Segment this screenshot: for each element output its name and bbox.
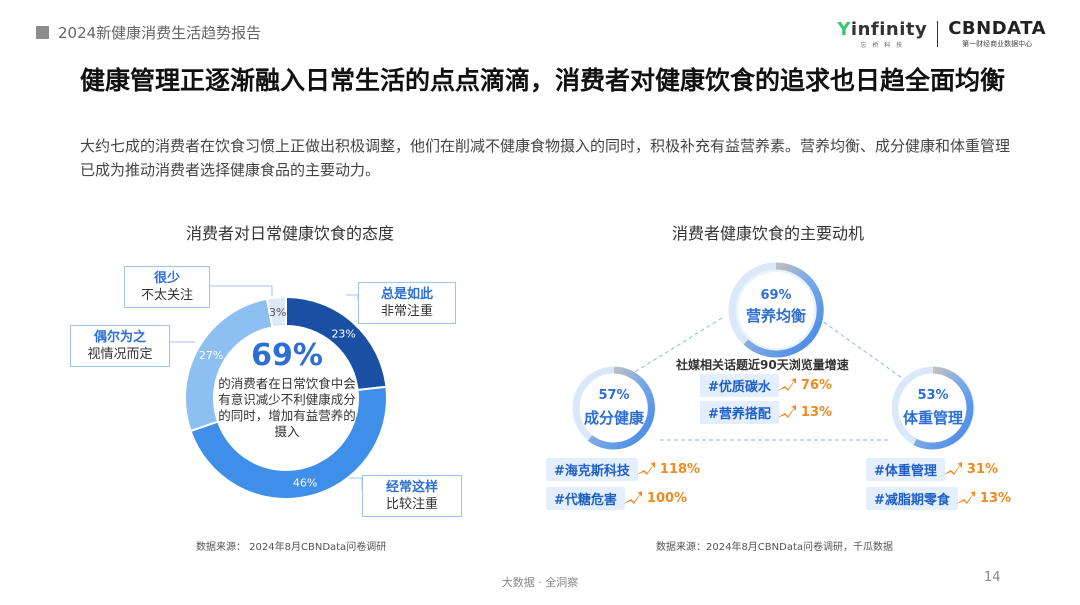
callout-rarely-weak: 不太关注 <box>140 288 193 303</box>
circle-right <box>891 366 975 450</box>
tag-l1-name: #海克斯科技 <box>546 457 638 481</box>
donut-slice-often <box>189 385 388 500</box>
page-subtitle: 大约七成的消费者在饮食习惯上正做出积极调整，他们在削减不健康食物摄入的同时，积极… <box>80 137 1011 179</box>
donut-center-text: 的消费者在日常饮食中会有意识减少不利健康成分的同时，增加有益营养的摄入 <box>218 376 356 439</box>
tag-t2-pct: 13% <box>800 404 833 420</box>
trend-up-icon <box>955 491 975 504</box>
tag-r1-pct: 31% <box>966 461 999 477</box>
tag-r2-pct: 13% <box>979 490 1012 506</box>
tag-t2-name: #营养搭配 <box>700 400 779 424</box>
callout-always-strong: 总是如此 <box>380 287 433 302</box>
tag-r2: #减脂期零食 13% <box>866 486 1012 510</box>
trend-up-icon <box>622 491 642 504</box>
circle-top-name: 营养均衡 <box>745 307 806 325</box>
circle-left-arc <box>587 366 655 450</box>
tag-t2: #营养搭配 13% <box>700 400 833 424</box>
infinity-logo-sub: 忘 桥 科 技 <box>860 41 905 49</box>
tag-r2-name: #减脂期零食 <box>866 486 958 510</box>
tag-l2-name: #代糖危害 <box>546 486 625 510</box>
circle-right-arc <box>913 366 974 450</box>
tag-t1: #优质碳水 76% <box>700 373 833 397</box>
circle-top <box>728 262 824 358</box>
callout-rarely: 很少 不太关注 <box>124 266 210 308</box>
tag-l2-pct: 100% <box>646 490 688 506</box>
infinity-logo: Yinfinity 忘 桥 科 技 <box>837 18 928 49</box>
header-square-icon <box>36 26 49 39</box>
trend-up-icon <box>942 462 962 475</box>
cbndata-logo-sub: 第一财经商业数据中心 <box>962 40 1033 48</box>
report-title: 2024新健康消费生活趋势报告 <box>58 24 262 42</box>
trend-up-icon <box>776 378 796 391</box>
center-metric-label: 社媒相关话题近90天浏览量增速 <box>676 358 849 372</box>
tag-t1-name: #优质碳水 <box>700 373 779 397</box>
logo-divider <box>937 20 939 47</box>
circle-top-arc <box>743 262 824 358</box>
right-source: 数据来源：2024年8月CBNData问卷调研，千瓜数据 <box>656 542 894 553</box>
donut-label-often: 46% <box>293 476 317 489</box>
circle-left <box>572 366 656 450</box>
tag-r1: #体重管理 31% <box>866 457 999 481</box>
donut-label-always: 23% <box>331 328 355 341</box>
cbndata-logo-text: CBNDATA <box>948 18 1046 39</box>
circle-top-pct: 69% <box>760 288 792 303</box>
dash-top-left <box>624 317 723 379</box>
donut-label-sometimes: 27% <box>199 349 223 362</box>
donut-center-value: 69% <box>251 338 323 373</box>
callout-sometimes-strong: 偶尔为之 <box>93 330 146 345</box>
left-chart-title: 消费者对日常健康饮食的态度 <box>186 224 395 243</box>
footer-tagline: 大数据 · 全洞察 <box>501 576 579 589</box>
donut-label-rarely: 3% <box>269 306 286 319</box>
callout-often-strong: 经常这样 <box>385 480 438 495</box>
tag-l1-pct: 118% <box>659 461 701 477</box>
callout-often-weak: 比较注重 <box>385 497 438 512</box>
circle-right-name: 体重管理 <box>902 409 963 427</box>
tag-t1-pct: 76% <box>800 377 833 393</box>
logo-group: Yinfinity 忘 桥 科 技 CBNDATA 第一财经商业数据中心 <box>837 18 1046 49</box>
circle-left-pct: 57% <box>598 388 630 403</box>
trend-up-icon <box>776 405 796 418</box>
callout-rarely-strong: 很少 <box>153 271 180 286</box>
cbndata-logo: CBNDATA 第一财经商业数据中心 <box>948 18 1046 49</box>
left-source: 数据来源： 2024年8月CBNData问卷调研 <box>196 542 387 553</box>
dash-top-right <box>817 317 903 379</box>
right-chart-title: 消费者健康饮食的主要动机 <box>672 224 865 243</box>
page-title: 健康管理正逐渐融入日常生活的点点滴滴，消费者对健康饮食的追求也日趋全面均衡 <box>80 66 1006 95</box>
connector-rarely <box>210 285 273 296</box>
circle-left-name: 成分健康 <box>583 409 644 427</box>
trend-up-icon <box>635 462 655 475</box>
callout-sometimes-weak: 视情况而定 <box>87 347 153 362</box>
donut-slice-rarely <box>265 295 287 329</box>
page-number: 14 <box>984 570 1001 585</box>
tag-l2: #代糖危害 100% <box>546 486 688 510</box>
callout-sometimes: 偶尔为之 视情况而定 <box>70 325 170 367</box>
callout-always: 总是如此 非常注重 <box>358 282 456 324</box>
callout-always-weak: 非常注重 <box>380 304 433 319</box>
callout-often: 经常这样 比较注重 <box>362 475 462 517</box>
tag-r1-name: #体重管理 <box>866 457 945 481</box>
circle-right-pct: 53% <box>917 388 949 403</box>
tag-l1: #海克斯科技 118% <box>546 457 701 481</box>
infinity-logo-text: infinity <box>850 18 928 40</box>
